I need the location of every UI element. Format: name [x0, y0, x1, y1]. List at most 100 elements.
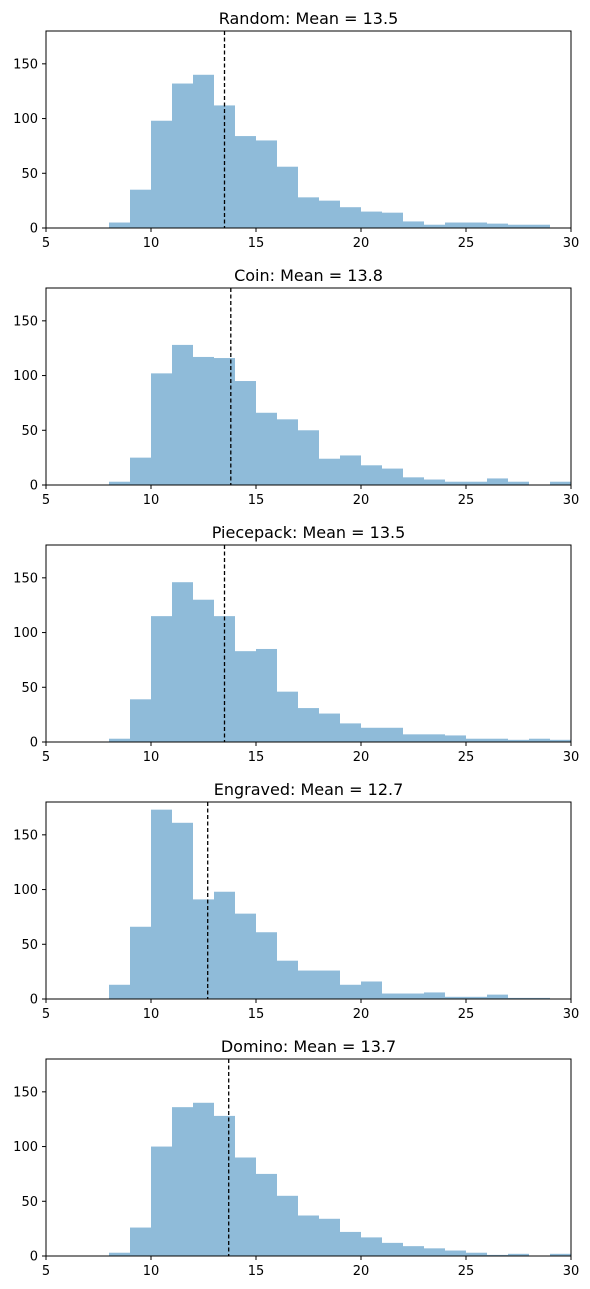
- histogram-bar: [466, 222, 487, 228]
- histogram-bar: [340, 1231, 361, 1256]
- histogram-bar: [298, 708, 319, 742]
- histogram-bar: [193, 899, 214, 999]
- histogram-bar: [424, 992, 445, 999]
- x-tick-label: 20: [353, 1007, 370, 1022]
- histogram-panel-5: Domino: Mean = 13.7 5 10 15 20 25 30 0 50 100 150: [13, 1037, 579, 1279]
- histogram-bar: [109, 481, 130, 485]
- histogram-bar: [487, 223, 508, 228]
- histogram-bar: [319, 970, 340, 999]
- histogram-bar: [109, 738, 130, 742]
- histogram-bar: [235, 381, 256, 485]
- x-tick-label: 20: [353, 750, 370, 765]
- histogram-bar: [277, 1195, 298, 1256]
- histogram-bar: [445, 222, 466, 228]
- y-tick-label: 100: [13, 883, 38, 898]
- histogram-bar: [508, 739, 529, 742]
- x-tick-label: 5: [42, 493, 50, 508]
- histogram-bar: [193, 74, 214, 229]
- histogram-bar: [445, 1250, 466, 1256]
- histogram-bar: [403, 734, 424, 742]
- histogram-bar: [466, 738, 487, 742]
- y-tick-label: 150: [13, 314, 38, 329]
- x-tick-label: 5: [42, 750, 50, 765]
- histogram-bar: [214, 105, 235, 228]
- y-tick-label: 150: [13, 571, 38, 586]
- histogram-bar: [256, 412, 277, 485]
- histogram-bar: [382, 993, 403, 999]
- histogram-bar: [466, 481, 487, 485]
- histogram-bar: [340, 455, 361, 485]
- x-tick-label: 25: [458, 493, 475, 508]
- panel-title: Coin: Mean = 13.8: [234, 266, 383, 285]
- x-tick-label: 15: [248, 750, 265, 765]
- x-tick-label: 30: [563, 1264, 580, 1279]
- histogram-bar: [151, 809, 172, 999]
- x-tick-label: 25: [458, 750, 475, 765]
- histogram-bar: [151, 616, 172, 742]
- histogram-bar: [445, 735, 466, 742]
- histogram-bar: [277, 419, 298, 485]
- histogram-bar: [151, 373, 172, 485]
- histogram-bar: [277, 691, 298, 742]
- x-tick-label: 30: [563, 493, 580, 508]
- y-tick-label: 0: [30, 736, 38, 751]
- y-tick-label: 0: [30, 1250, 38, 1265]
- histogram-bar: [214, 891, 235, 999]
- histogram-bar: [298, 430, 319, 485]
- x-tick-label: 15: [248, 236, 265, 251]
- x-tick-label: 15: [248, 1007, 265, 1022]
- histogram-bar: [172, 822, 193, 999]
- x-tick-label: 10: [143, 750, 160, 765]
- histogram-bar: [403, 1246, 424, 1256]
- histogram-bar: [403, 993, 424, 999]
- histogram-bar: [403, 477, 424, 485]
- histogram-bar: [529, 997, 550, 999]
- x-tick-label: 25: [458, 236, 475, 251]
- x-tick-label: 25: [458, 1007, 475, 1022]
- y-tick-label: 100: [13, 626, 38, 641]
- y-tick-label: 50: [21, 938, 38, 953]
- panel-title: Domino: Mean = 13.7: [221, 1037, 396, 1056]
- y-tick-label: 100: [13, 369, 38, 384]
- histogram-bar: [508, 1253, 529, 1256]
- x-tick-label: 30: [563, 750, 580, 765]
- histogram-bar: [319, 458, 340, 485]
- histogram-bar: [424, 734, 445, 742]
- y-tick-label: 0: [30, 993, 38, 1008]
- histogram-bar: [361, 981, 382, 999]
- histogram-bar: [487, 478, 508, 485]
- y-tick-label: 50: [21, 167, 38, 182]
- histogram-panel-1: Random: Mean = 13.5 5 10 15 20 25 30 0 50 100 150: [13, 9, 579, 251]
- y-tick-label: 150: [13, 1085, 38, 1100]
- histogram-bar: [256, 1173, 277, 1256]
- histogram-bar: [130, 926, 151, 999]
- y-tick-label: 50: [21, 424, 38, 439]
- x-tick-label: 30: [563, 236, 580, 251]
- histogram-bar: [340, 984, 361, 999]
- x-tick-label: 15: [248, 1264, 265, 1279]
- histogram-bar: [109, 1252, 130, 1256]
- histogram-bar: [235, 136, 256, 228]
- histogram-bar: [550, 739, 571, 742]
- histogram-bar: [298, 197, 319, 228]
- x-tick-label: 10: [143, 1007, 160, 1022]
- axes-frame: [45, 30, 572, 229]
- y-tick-label: 50: [21, 681, 38, 696]
- histogram-bar: [130, 457, 151, 485]
- histogram-bar: [487, 738, 508, 742]
- histogram-bar: [214, 616, 235, 742]
- histogram-bar: [193, 356, 214, 485]
- y-tick-label: 100: [13, 1140, 38, 1155]
- histogram-bar: [382, 468, 403, 485]
- histogram-bar: [340, 207, 361, 228]
- x-tick-label: 10: [143, 236, 160, 251]
- histogram-bar: [109, 984, 130, 999]
- histogram-bar: [466, 1252, 487, 1256]
- x-tick-label: 20: [353, 493, 370, 508]
- histogram-bar: [550, 481, 571, 485]
- histogram-bar: [235, 1157, 256, 1256]
- histogram-bar: [256, 932, 277, 999]
- y-tick-label: 50: [21, 1195, 38, 1210]
- y-tick-label: 150: [13, 828, 38, 843]
